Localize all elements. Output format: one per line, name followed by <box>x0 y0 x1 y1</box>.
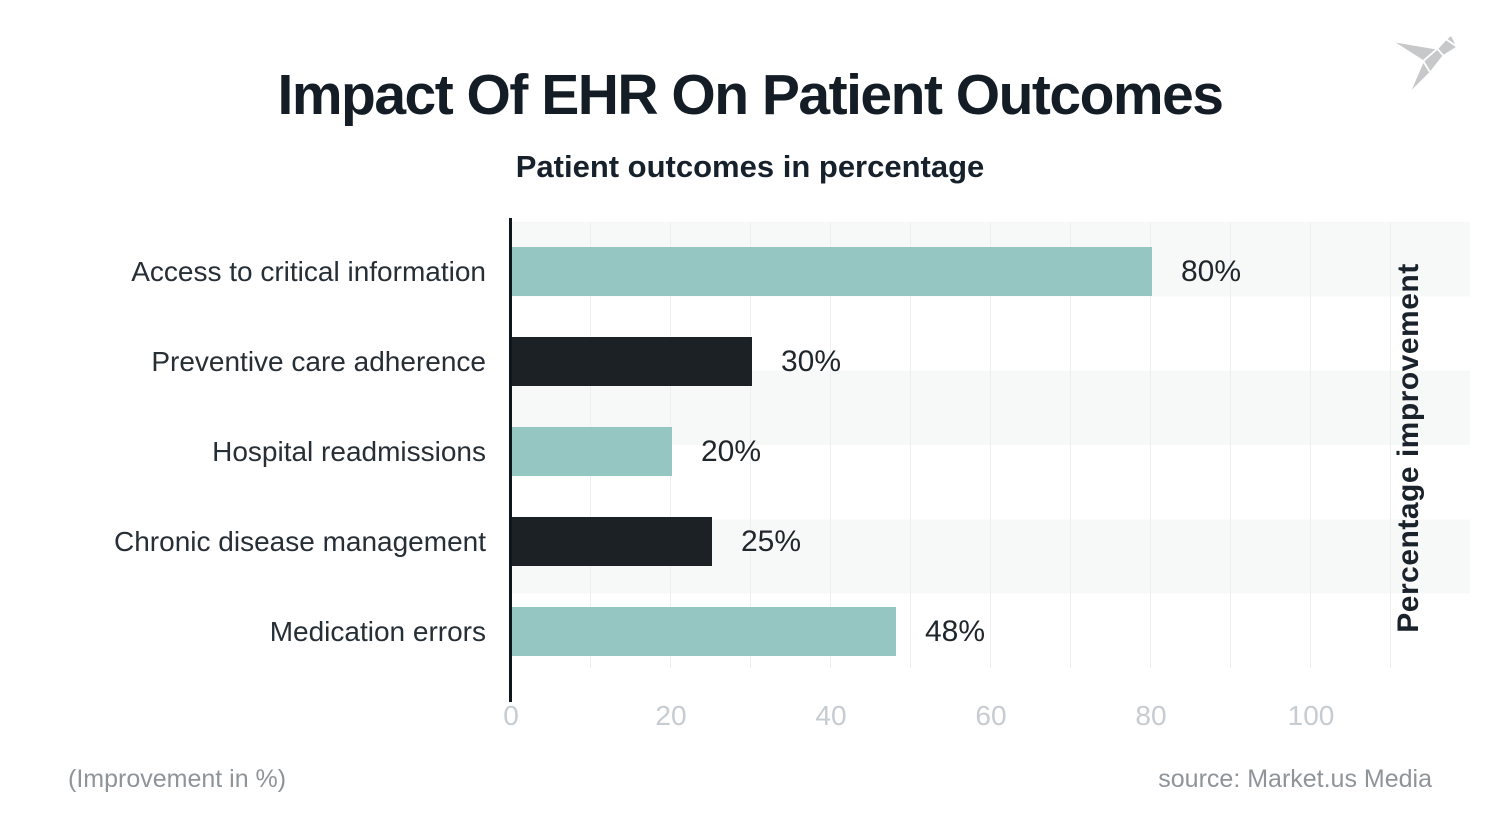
origami-bird-icon <box>1390 33 1459 95</box>
x-tick-label: 40 <box>815 700 847 731</box>
value-label: 25% <box>741 525 802 558</box>
category-label: Preventive care adherence <box>151 346 486 377</box>
x-tick-label: 60 <box>975 700 1007 731</box>
value-label: 80% <box>1181 255 1242 288</box>
value-label: 20% <box>701 435 762 468</box>
chart-subtitle: Patient outcomes in percentage <box>515 149 985 184</box>
bar-teal <box>512 607 896 656</box>
x-tick-label: 0 <box>503 700 519 731</box>
source-credit: source: Market.us Media <box>1158 765 1432 793</box>
x-tick-label: 80 <box>1135 700 1167 731</box>
x-tick-label: 20 <box>655 700 687 731</box>
category-label: Access to critical information <box>131 256 486 287</box>
y-axis-line <box>509 218 512 702</box>
x-tick-label: 100 <box>1287 700 1335 731</box>
right-axis-label: Percentage improvement <box>1392 263 1425 633</box>
chart-title: Impact Of EHR On Patient Outcomes <box>277 63 1225 127</box>
category-label: Medication errors <box>269 616 486 647</box>
category-label: Chronic disease management <box>114 526 486 557</box>
bar-teal <box>512 247 1152 296</box>
bar-dark <box>512 337 752 386</box>
category-label: Hospital readmissions <box>212 436 486 467</box>
improvement-note: (Improvement in %) <box>68 765 287 793</box>
value-label: 48% <box>925 615 986 648</box>
bar-teal <box>512 427 672 476</box>
bar-dark <box>512 517 712 566</box>
value-label: 30% <box>781 345 842 378</box>
logo <box>1388 18 1476 106</box>
